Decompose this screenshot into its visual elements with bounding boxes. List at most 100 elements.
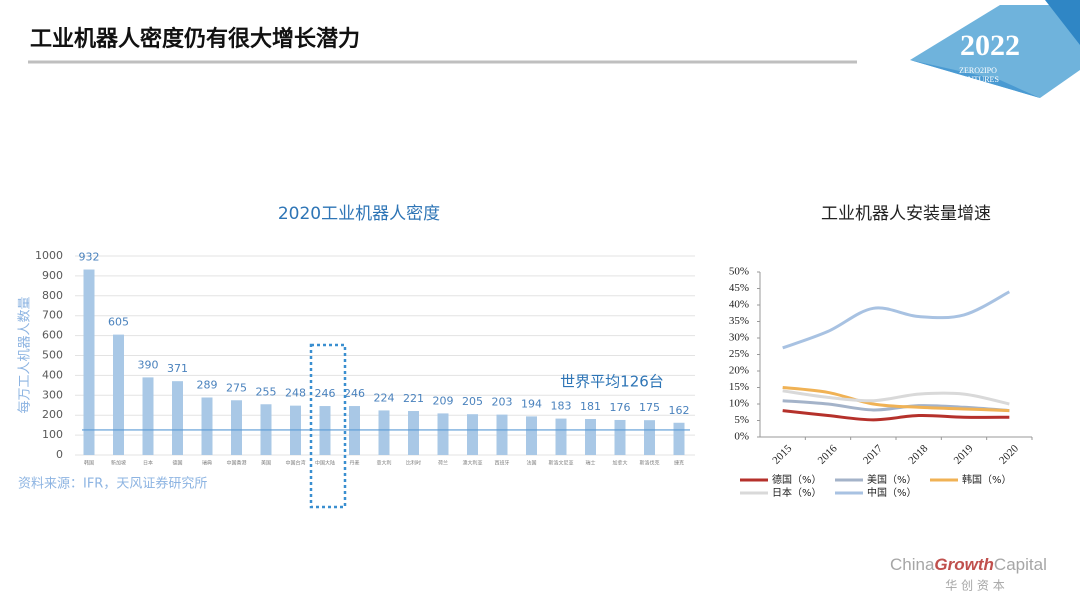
y-tick-label: 35% — [729, 315, 749, 327]
legend-label: 韩国（%） — [962, 473, 1012, 486]
logo-shape — [910, 60, 1040, 98]
x-tick-label: 斯洛伐克 — [639, 460, 659, 467]
bar — [467, 414, 478, 455]
x-tick-label: 西班牙 — [494, 460, 509, 467]
value-label: 176 — [610, 401, 631, 414]
bar — [142, 377, 154, 455]
y-tick-label: 500 — [42, 349, 63, 362]
x-tick-label: 瑞士 — [585, 460, 595, 467]
bar — [526, 416, 537, 455]
value-label: 194 — [521, 397, 542, 410]
value-label: 181 — [580, 400, 601, 413]
brand-part: China — [890, 555, 935, 574]
bar — [585, 418, 596, 455]
y-tick-label: 1000 — [35, 249, 63, 262]
slide-title: 工业机器人密度仍有很大增长潜力 — [30, 26, 360, 52]
line-series — [782, 409, 1010, 422]
y-tick-label: 25% — [729, 348, 749, 360]
line-series — [782, 389, 1010, 406]
average-label: 世界平均126台 — [560, 373, 664, 391]
value-label: 246 — [344, 387, 365, 400]
legend-label: 日本（%） — [772, 486, 822, 499]
legend-label: 美国（%） — [867, 473, 917, 486]
y-tick-label: 200 — [42, 408, 63, 421]
value-label: 371 — [167, 362, 188, 375]
value-label: 183 — [551, 400, 572, 413]
value-label: 175 — [639, 401, 660, 414]
value-label: 162 — [669, 404, 690, 417]
y-tick-label: 15% — [729, 381, 749, 393]
bar — [437, 413, 449, 455]
logo-shape — [1045, 0, 1080, 45]
x-tick-label: 2015 — [770, 442, 794, 466]
x-tick-label: 2018 — [906, 442, 930, 466]
x-tick-label: 斯洛文尼亚 — [548, 460, 573, 467]
bar — [83, 269, 95, 455]
line-series — [782, 290, 1011, 350]
chart-title: 工业机器人安装量增速 — [821, 204, 991, 224]
x-tick-label: 2020 — [997, 442, 1021, 466]
x-tick-label: 美国 — [261, 460, 271, 467]
brand-part: Growth — [934, 555, 994, 574]
bar — [614, 419, 626, 455]
value-label: 246 — [315, 387, 336, 400]
x-tick-label: 中国香港 — [226, 460, 246, 467]
x-tick-label: 瑞典 — [202, 460, 212, 467]
x-tick-label: 2017 — [861, 442, 885, 466]
x-tick-label: 加拿大 — [612, 460, 627, 467]
bar — [378, 410, 390, 455]
y-tick-label: 20% — [729, 365, 749, 377]
x-tick-label: 韩国 — [84, 460, 94, 467]
value-label: 224 — [374, 391, 395, 404]
brand-part: Capital — [994, 555, 1047, 574]
bar — [555, 418, 567, 455]
bar — [408, 411, 419, 455]
y-axis-label: 每万工人机器人数量 — [17, 296, 33, 413]
x-tick-label: 捷克 — [674, 460, 684, 467]
y-tick-label: 0% — [734, 431, 749, 443]
y-tick-label: 600 — [42, 329, 63, 342]
y-tick-label: 10% — [729, 398, 749, 410]
x-tick-label: 2016 — [816, 442, 840, 466]
x-tick-label: 新加坡 — [111, 460, 126, 467]
x-tick-label: 德国 — [172, 460, 182, 467]
bar — [673, 422, 685, 455]
value-label: 605 — [108, 316, 129, 329]
x-tick-label: 意大利 — [376, 460, 391, 467]
value-label: 390 — [138, 358, 159, 371]
x-tick-label: 法国 — [526, 460, 536, 467]
logo-year: 2022 — [960, 29, 1020, 62]
bar — [496, 414, 508, 455]
logo-text: VENTURES — [957, 75, 999, 84]
logo-text: ZERO2IPO — [959, 66, 997, 75]
bar — [201, 397, 213, 455]
y-tick-label: 700 — [42, 309, 63, 322]
x-tick-label: 2019 — [952, 442, 976, 466]
y-tick-label: 45% — [729, 282, 749, 294]
highlight-box — [309, 343, 347, 509]
bar — [644, 420, 655, 455]
x-tick-label: 中国大陆 — [315, 460, 335, 467]
bar — [172, 381, 183, 455]
value-label: 289 — [197, 378, 218, 391]
x-tick-label: 比利时 — [406, 460, 421, 467]
chart-title: 2020工业机器人密度 — [278, 204, 440, 224]
x-tick-label: 丹麦 — [349, 460, 359, 467]
value-label: 255 — [256, 385, 277, 398]
value-label: 248 — [285, 387, 306, 400]
value-label: 203 — [492, 396, 513, 409]
value-label: 275 — [226, 381, 247, 394]
footer-cn: 华 创 资 本 — [945, 579, 1004, 593]
y-tick-label: 40% — [729, 299, 749, 311]
x-tick-label: 中国台湾 — [285, 460, 305, 467]
x-tick-label: 澳大利亚 — [462, 460, 482, 467]
y-tick-label: 30% — [729, 332, 749, 344]
legend-label: 德国（%） — [772, 473, 822, 486]
bar — [231, 400, 242, 455]
x-tick-label: 荷兰 — [438, 460, 448, 467]
line-series — [782, 399, 1010, 413]
bar — [113, 334, 124, 455]
footer-brand: ChinaGrowthCapital — [890, 555, 1047, 574]
